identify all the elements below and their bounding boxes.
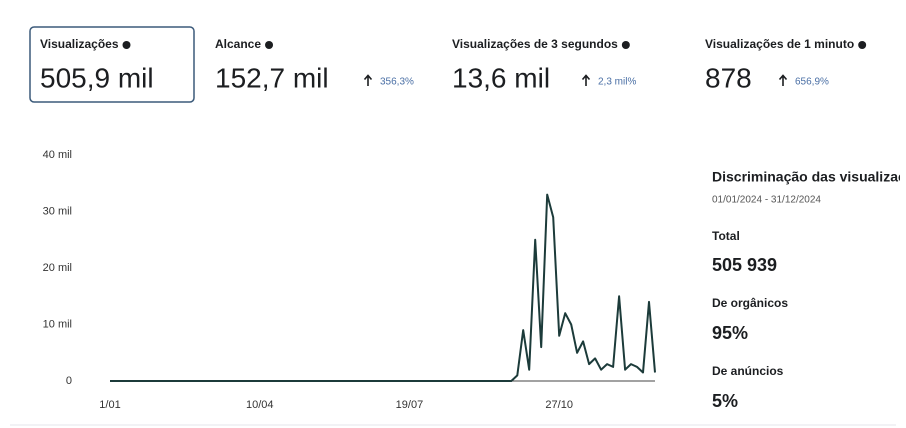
metric-label: Visualizações bbox=[40, 37, 119, 51]
metric-change: 656,9% bbox=[795, 77, 829, 88]
metric-value: 152,7 mil bbox=[215, 62, 329, 93]
metric-value: 505,9 mil bbox=[40, 62, 154, 93]
up-arrow bbox=[363, 74, 373, 86]
y-tick-label: 30 mil bbox=[43, 205, 72, 217]
y-tick-label: 0 bbox=[66, 375, 72, 387]
metric-change: 356,3% bbox=[380, 77, 414, 88]
y-tick-label: 40 mil bbox=[43, 149, 72, 161]
metric-change: 2,3 mil% bbox=[598, 77, 636, 88]
breakdown-label: De anúncios bbox=[712, 364, 784, 378]
breakdown-title: Discriminação das visualizações bbox=[712, 169, 906, 185]
x-tick-label: 19/07 bbox=[396, 399, 424, 411]
y-tick-label: 20 mil bbox=[43, 262, 72, 274]
breakdown-value: 505 939 bbox=[712, 255, 777, 275]
metric-label: Visualizações de 1 minuto bbox=[705, 37, 854, 51]
info-icon bbox=[265, 41, 274, 49]
metric-value: 13,6 mil bbox=[452, 62, 550, 93]
breakdown-value: 95% bbox=[712, 323, 748, 343]
info-icon bbox=[122, 41, 131, 49]
breakdown-label: De orgânicos bbox=[712, 296, 788, 310]
up-arrow bbox=[581, 74, 591, 86]
breakdown-value: 5% bbox=[712, 391, 738, 411]
metric-label: Visualizações de 3 segundos bbox=[452, 37, 618, 51]
info-icon bbox=[621, 41, 630, 49]
y-tick-label: 10 mil bbox=[43, 318, 72, 330]
views-line bbox=[110, 193, 656, 382]
up-arrow bbox=[778, 74, 788, 86]
breakdown-label: Total bbox=[712, 229, 740, 243]
x-tick-label: 10/04 bbox=[246, 399, 274, 411]
metric-value: 878 bbox=[705, 62, 752, 93]
x-tick-label: 1/01 bbox=[99, 399, 120, 411]
x-tick-label: 27/10 bbox=[545, 399, 573, 411]
selected-metric-box[interactable] bbox=[29, 26, 195, 103]
info-icon bbox=[858, 41, 867, 49]
metric-label: Alcance bbox=[215, 37, 261, 51]
content: Visualizações 505,9 mil Alcance 152,7 mil 35… bbox=[10, 26, 906, 426]
breakdown-date: 01/01/2024 - 31/12/2024 bbox=[712, 195, 821, 206]
